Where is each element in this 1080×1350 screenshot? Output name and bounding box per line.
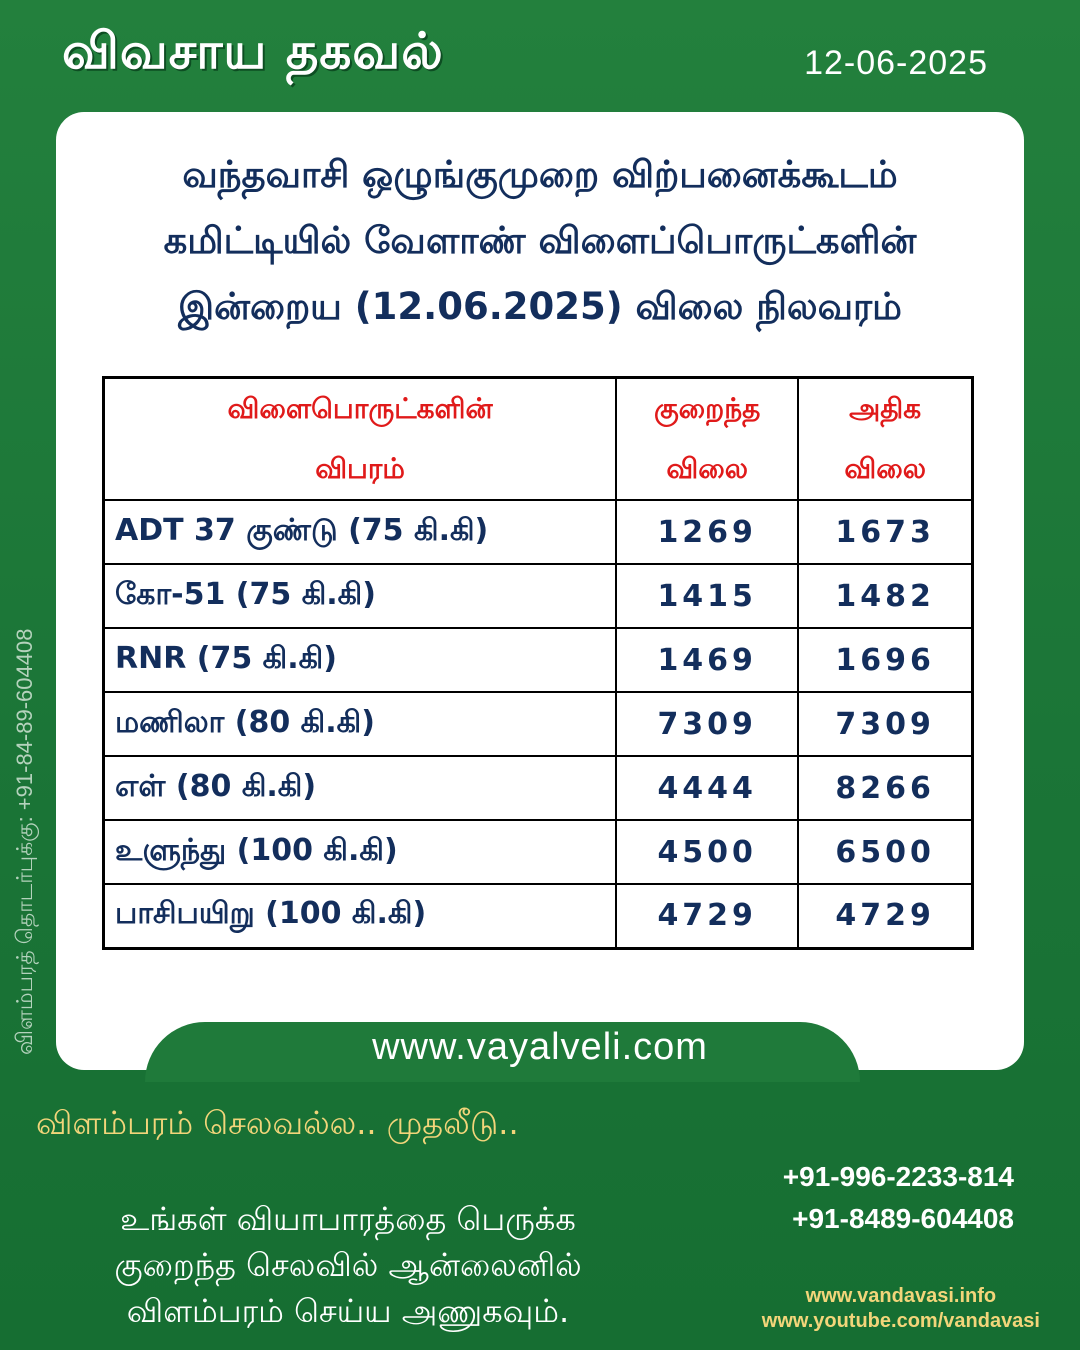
min-price-cell: 4444: [615, 755, 800, 821]
max-price-cell: 6500: [797, 819, 974, 885]
heading-line: கமிட்டியில் வேளாண் விளைப்பொருட்களின்: [163, 219, 917, 262]
item-cell: கோ-51 (75 கி.கி): [102, 563, 618, 629]
min-price-cell: 4500: [615, 819, 800, 885]
heading-line: வந்தவாசி ஒழுங்குமுறை விற்பனைக்கூடம்: [182, 153, 898, 196]
ad-tagline: விளம்பரம் செலவல்ல.. முதலீடு..: [36, 1104, 519, 1142]
max-price-cell: 1696: [797, 627, 974, 693]
max-price-cell: 1482: [797, 563, 974, 629]
item-cell: RNR (75 கி.கி): [102, 627, 618, 693]
max-price-cell: 8266: [797, 755, 974, 821]
ad-body: உங்கள் வியாபாரத்தை பெருக்க குறைந்த செலவி…: [18, 1196, 678, 1334]
table-row: மணிலா (80 கி.கி) 7309 7309: [102, 691, 974, 757]
table-row: எள் (80 கி.கி) 4444 8266: [102, 755, 974, 821]
table-row: ADT 37 குண்டு (75 கி.கி) 1269 1673: [102, 499, 974, 565]
header-min-line: குறைந்த: [653, 392, 761, 425]
side-contact-text: விளம்பரத் தொடர்புக்கு: +91-84-89-604408: [12, 628, 37, 1055]
min-price-cell: 7309: [615, 691, 800, 757]
item-cell: பாசிபயிறு (100 கி.கி): [102, 883, 618, 949]
min-price-cell: 1415: [615, 563, 800, 629]
header-item-line: விபரம்: [315, 452, 405, 485]
price-card: வந்தவாசி ஒழுங்குமுறை விற்பனைக்கூடம் கமிட…: [56, 112, 1024, 1070]
page-title: விவசாய தகவல்: [62, 22, 444, 80]
item-cell: உளுந்து (100 கி.கி): [102, 819, 618, 885]
header-max-price: அதிக விலை: [797, 376, 974, 501]
item-cell: மணிலா (80 கி.கி): [102, 691, 618, 757]
price-table: விளைபொருட்களின் விபரம் குறைந்த விலை அதிக…: [102, 376, 974, 950]
phone-number[interactable]: +91-996-2233-814: [782, 1161, 1014, 1192]
max-price-cell: 4729: [797, 883, 974, 949]
date-label: 12-06-2025: [804, 44, 988, 82]
max-price-cell: 7309: [797, 691, 974, 757]
website-tab-background: [145, 1022, 860, 1082]
footer-link[interactable]: www.youtube.com/vandavasi: [761, 1310, 1040, 1332]
footer-links: www.vandavasi.info www.youtube.com/vanda…: [762, 1284, 1040, 1334]
item-cell: எள் (80 கி.கி): [102, 755, 618, 821]
min-price-cell: 1469: [615, 627, 800, 693]
item-cell: ADT 37 குண்டு (75 கி.கி): [102, 499, 618, 565]
table-row: உளுந்து (100 கி.கி) 4500 6500: [102, 819, 974, 885]
footer-link[interactable]: www.vandavasi.info: [805, 1285, 997, 1307]
phone-number[interactable]: +91-8489-604408: [792, 1203, 1014, 1234]
phone-numbers: +91-996-2233-814 +91-8489-604408: [783, 1156, 1014, 1240]
ad-body-line: குறைந்த செலவில் ஆன்லைனில்: [114, 1246, 582, 1284]
header-item: விளைபொருட்களின் விபரம்: [102, 376, 618, 501]
table-row: RNR (75 கி.கி) 1469 1696: [102, 627, 974, 693]
card-heading: வந்தவாசி ஒழுங்குமுறை விற்பனைக்கூடம் கமிட…: [56, 142, 1024, 340]
header-item-line: விளைபொருட்களின்: [227, 392, 493, 425]
header-min-price: குறைந்த விலை: [615, 376, 800, 501]
min-price-cell: 4729: [615, 883, 800, 949]
max-price-cell: 1673: [797, 499, 974, 565]
table-header-row: விளைபொருட்களின் விபரம் குறைந்த விலை அதிக…: [102, 376, 974, 501]
header-max-line: விலை: [844, 452, 926, 485]
ad-body-line: விளம்பரம் செய்ய அணுகவும்.: [126, 1292, 570, 1330]
min-price-cell: 1269: [615, 499, 800, 565]
ad-body-line: உங்கள் வியாபாரத்தை பெருக்க: [120, 1200, 576, 1238]
table-row: பாசிபயிறு (100 கி.கி) 4729 4729: [102, 883, 974, 949]
table-row: கோ-51 (75 கி.கி) 1415 1482: [102, 563, 974, 629]
heading-line: இன்றைய (12.06.2025) விலை நிலவரம்: [178, 285, 902, 328]
header-min-line: விலை: [666, 452, 748, 485]
website-link[interactable]: www.vayalveli.com: [372, 1026, 708, 1068]
header-max-line: அதிக: [849, 392, 922, 425]
